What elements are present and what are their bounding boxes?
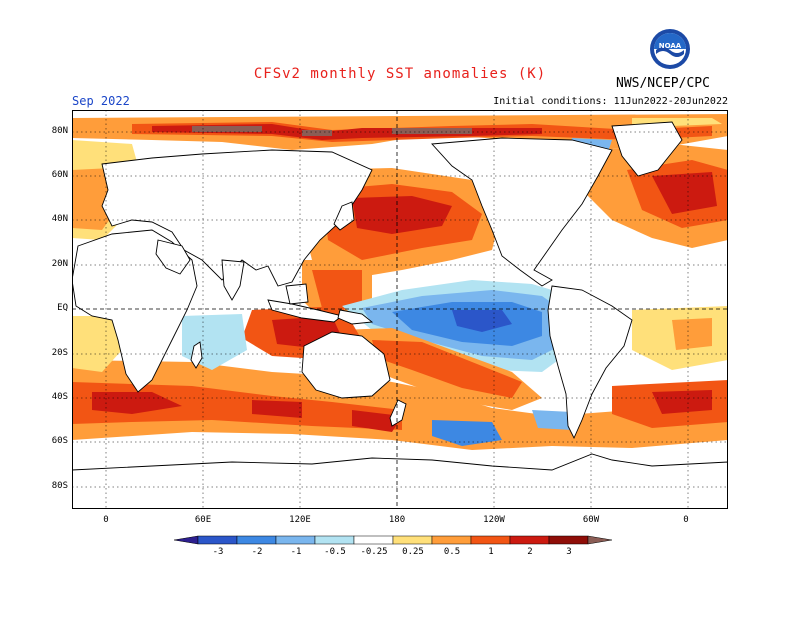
arabia-landmass [155, 239, 191, 275]
lat-label: 40S [51, 392, 68, 402]
continents [72, 121, 728, 509]
colorbar-label: 3 [566, 547, 572, 557]
colorbar-swatch [275, 535, 316, 545]
lon-label: 0 [103, 515, 109, 525]
greenland-landmass [611, 121, 683, 177]
noaa-logo-icon: NOAA [650, 29, 690, 69]
graticule [72, 110, 728, 509]
colorbar-label: -2 [251, 547, 263, 557]
lat-label: 20S [51, 348, 68, 358]
colorbar-swatch [431, 535, 472, 545]
colorbar-label: 0.5 [443, 547, 461, 557]
map-title: CFSv2 monthly SST anomalies (K) [253, 66, 547, 82]
south-america-landmass [547, 285, 633, 440]
north-america-landmass [431, 137, 613, 287]
colorbar-swatch [314, 535, 355, 545]
colorbar-label: 2 [527, 547, 533, 557]
lat-label: 80N [51, 126, 68, 136]
colorbar-label: -3 [212, 547, 224, 557]
new-zealand-landmass [389, 399, 407, 427]
colorbar-label: 0.25 [402, 547, 424, 557]
colorbar-swatch [509, 535, 550, 545]
lat-label: 80S [51, 481, 68, 491]
lon-label: 120W [483, 515, 505, 525]
initial-conditions: Initial conditions: 11Jun2022-20Jun2022 [493, 96, 728, 107]
colorbar [174, 535, 613, 545]
colorbar-swatch [470, 535, 511, 545]
lat-label: 60N [51, 170, 68, 180]
colorbar-swatch [392, 535, 433, 545]
madagascar-landmass [190, 341, 203, 369]
new-guinea-landmass [337, 309, 374, 325]
antarctica-landmass [72, 453, 728, 509]
la-nina-cold-tongue [342, 280, 572, 372]
lat-label: 20N [51, 259, 68, 269]
colorbar-label: -0.5 [324, 547, 346, 557]
lon-label: 0 [683, 515, 689, 525]
colorbar-swatch [353, 535, 394, 545]
indonesia-landmass [267, 299, 344, 323]
eurasia-landmass [101, 149, 373, 287]
svg-text:NOAA: NOAA [659, 42, 682, 50]
colorbar-label: -0.25 [360, 547, 388, 557]
south-atlantic-indian-anomaly [72, 306, 728, 372]
borneo-landmass [285, 283, 309, 305]
lon-label: 60W [582, 515, 600, 525]
lon-label: 120E [289, 515, 311, 525]
colorbar-swatch [197, 535, 238, 545]
australia-landmass [301, 331, 391, 399]
colorbar-end-low [174, 535, 199, 545]
africa-landmass [72, 229, 198, 393]
india-landmass [221, 259, 245, 301]
japan-landmass [333, 201, 355, 231]
colorbar-swatch [548, 535, 589, 545]
agency-label: NWS/NCEP/CPC [616, 76, 710, 91]
lat-label: 40N [51, 214, 68, 224]
colorbar-end-high [587, 535, 613, 545]
colorbar-label: 1 [488, 547, 494, 557]
lon-label: 60E [194, 515, 212, 525]
equator-dateline [72, 110, 728, 509]
colorbar-swatch [236, 535, 277, 545]
lat-label: EQ [57, 303, 68, 313]
lat-label: 60S [51, 436, 68, 446]
forecast-month: Sep 2022 [72, 94, 130, 108]
colorbar-label: -1 [290, 547, 302, 557]
sst-anomaly-map [72, 110, 728, 509]
lon-label: 180 [388, 515, 406, 525]
